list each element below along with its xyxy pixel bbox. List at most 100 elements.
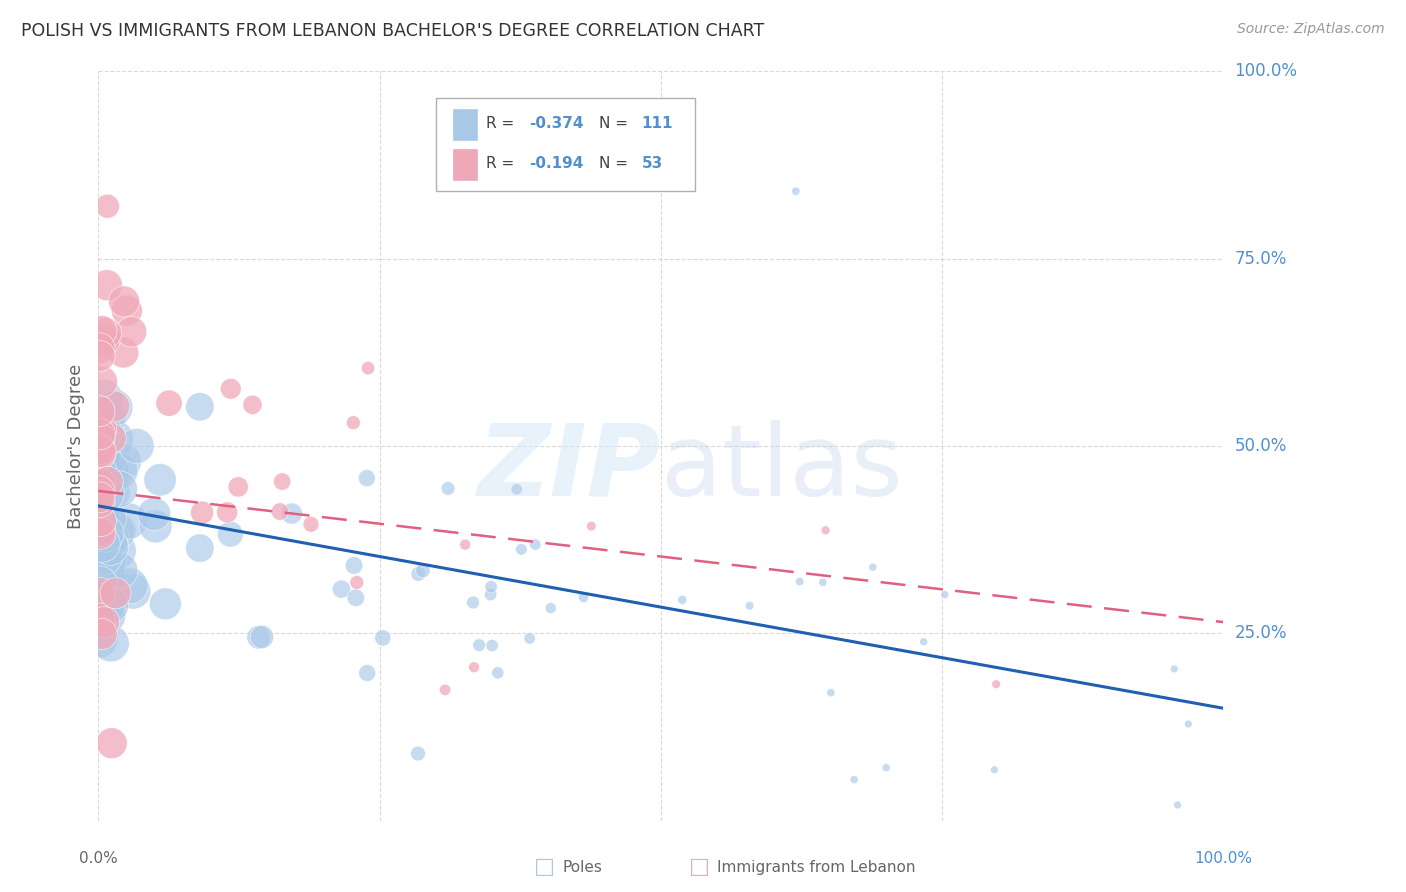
Text: -0.194: -0.194 <box>529 156 583 171</box>
Point <box>90 324 112 338</box>
Point <box>108 464 131 478</box>
Text: R =: R = <box>486 116 520 131</box>
Point <box>406 747 429 761</box>
Point <box>299 517 322 532</box>
Point <box>515 161 537 176</box>
Text: □: □ <box>534 857 555 877</box>
Text: ZIP: ZIP <box>478 420 661 517</box>
Point <box>93 547 115 561</box>
Point <box>89 341 111 355</box>
Text: R =: R = <box>486 156 520 171</box>
Point <box>738 599 761 613</box>
Point <box>93 533 115 547</box>
Point <box>91 464 114 478</box>
Point <box>572 591 595 605</box>
Point <box>94 486 117 500</box>
Point <box>454 538 477 552</box>
Point <box>89 447 111 461</box>
Point <box>96 429 118 443</box>
Point <box>96 278 118 293</box>
Point <box>98 540 121 554</box>
Point <box>93 549 115 564</box>
Point <box>125 439 148 453</box>
Point <box>100 531 122 545</box>
Point <box>281 507 304 521</box>
Point <box>269 505 291 519</box>
Point <box>89 432 111 446</box>
Text: 50.0%: 50.0% <box>1234 437 1286 455</box>
Point <box>96 608 118 623</box>
Point <box>89 484 111 499</box>
Point <box>97 534 120 549</box>
Text: 53: 53 <box>641 156 664 171</box>
Point <box>271 475 294 489</box>
Point <box>330 582 353 596</box>
Point <box>89 524 111 539</box>
Point <box>143 507 166 521</box>
Point <box>89 491 111 505</box>
Point <box>434 682 457 697</box>
Point <box>112 294 135 309</box>
Text: Source: ZipAtlas.com: Source: ZipAtlas.com <box>1237 22 1385 37</box>
Point <box>89 495 111 509</box>
Point <box>100 463 122 477</box>
Point <box>104 431 127 445</box>
Point <box>89 632 111 647</box>
Point <box>408 566 430 581</box>
Point <box>986 677 1008 691</box>
Point <box>1177 717 1199 731</box>
Point <box>89 577 111 591</box>
Point <box>100 636 122 650</box>
Point <box>242 398 264 412</box>
Text: 0.0%: 0.0% <box>79 851 118 866</box>
Point <box>89 444 111 458</box>
Point <box>862 560 884 574</box>
Point <box>463 660 485 674</box>
Point <box>94 333 117 347</box>
Point <box>581 519 603 533</box>
Point <box>97 451 120 466</box>
Point <box>342 416 364 430</box>
Point <box>524 538 547 552</box>
Point <box>90 423 112 437</box>
Point <box>122 584 145 599</box>
Point <box>506 482 529 496</box>
Point <box>89 474 111 488</box>
Point <box>89 586 111 600</box>
Point <box>89 592 111 607</box>
Point <box>94 599 117 613</box>
Point <box>371 631 394 645</box>
Text: N =: N = <box>599 156 633 171</box>
Point <box>103 400 125 414</box>
Point <box>356 471 378 485</box>
Point <box>98 474 121 488</box>
Point <box>97 569 120 583</box>
Point <box>479 580 502 594</box>
Point <box>842 772 865 787</box>
Point <box>120 325 142 339</box>
Point <box>188 400 211 414</box>
Point <box>820 686 842 700</box>
Text: 25.0%: 25.0% <box>1234 624 1286 642</box>
Bar <box>453 149 478 180</box>
Point <box>912 634 935 648</box>
Point <box>89 491 111 505</box>
Point <box>93 442 115 456</box>
Point <box>510 542 533 557</box>
Point <box>219 527 242 541</box>
Text: 111: 111 <box>641 116 673 131</box>
Point <box>97 411 120 425</box>
Point <box>191 506 214 520</box>
Point <box>90 627 112 641</box>
Point <box>89 476 111 491</box>
Point <box>217 505 239 519</box>
Text: 75.0%: 75.0% <box>1234 250 1286 268</box>
Point <box>89 349 111 363</box>
Point <box>90 505 112 519</box>
Text: Immigrants from Lebanon: Immigrants from Lebanon <box>717 860 915 874</box>
Point <box>90 537 112 551</box>
Point <box>814 523 837 537</box>
Point <box>89 431 111 445</box>
Point <box>486 665 509 680</box>
Point <box>155 597 177 611</box>
